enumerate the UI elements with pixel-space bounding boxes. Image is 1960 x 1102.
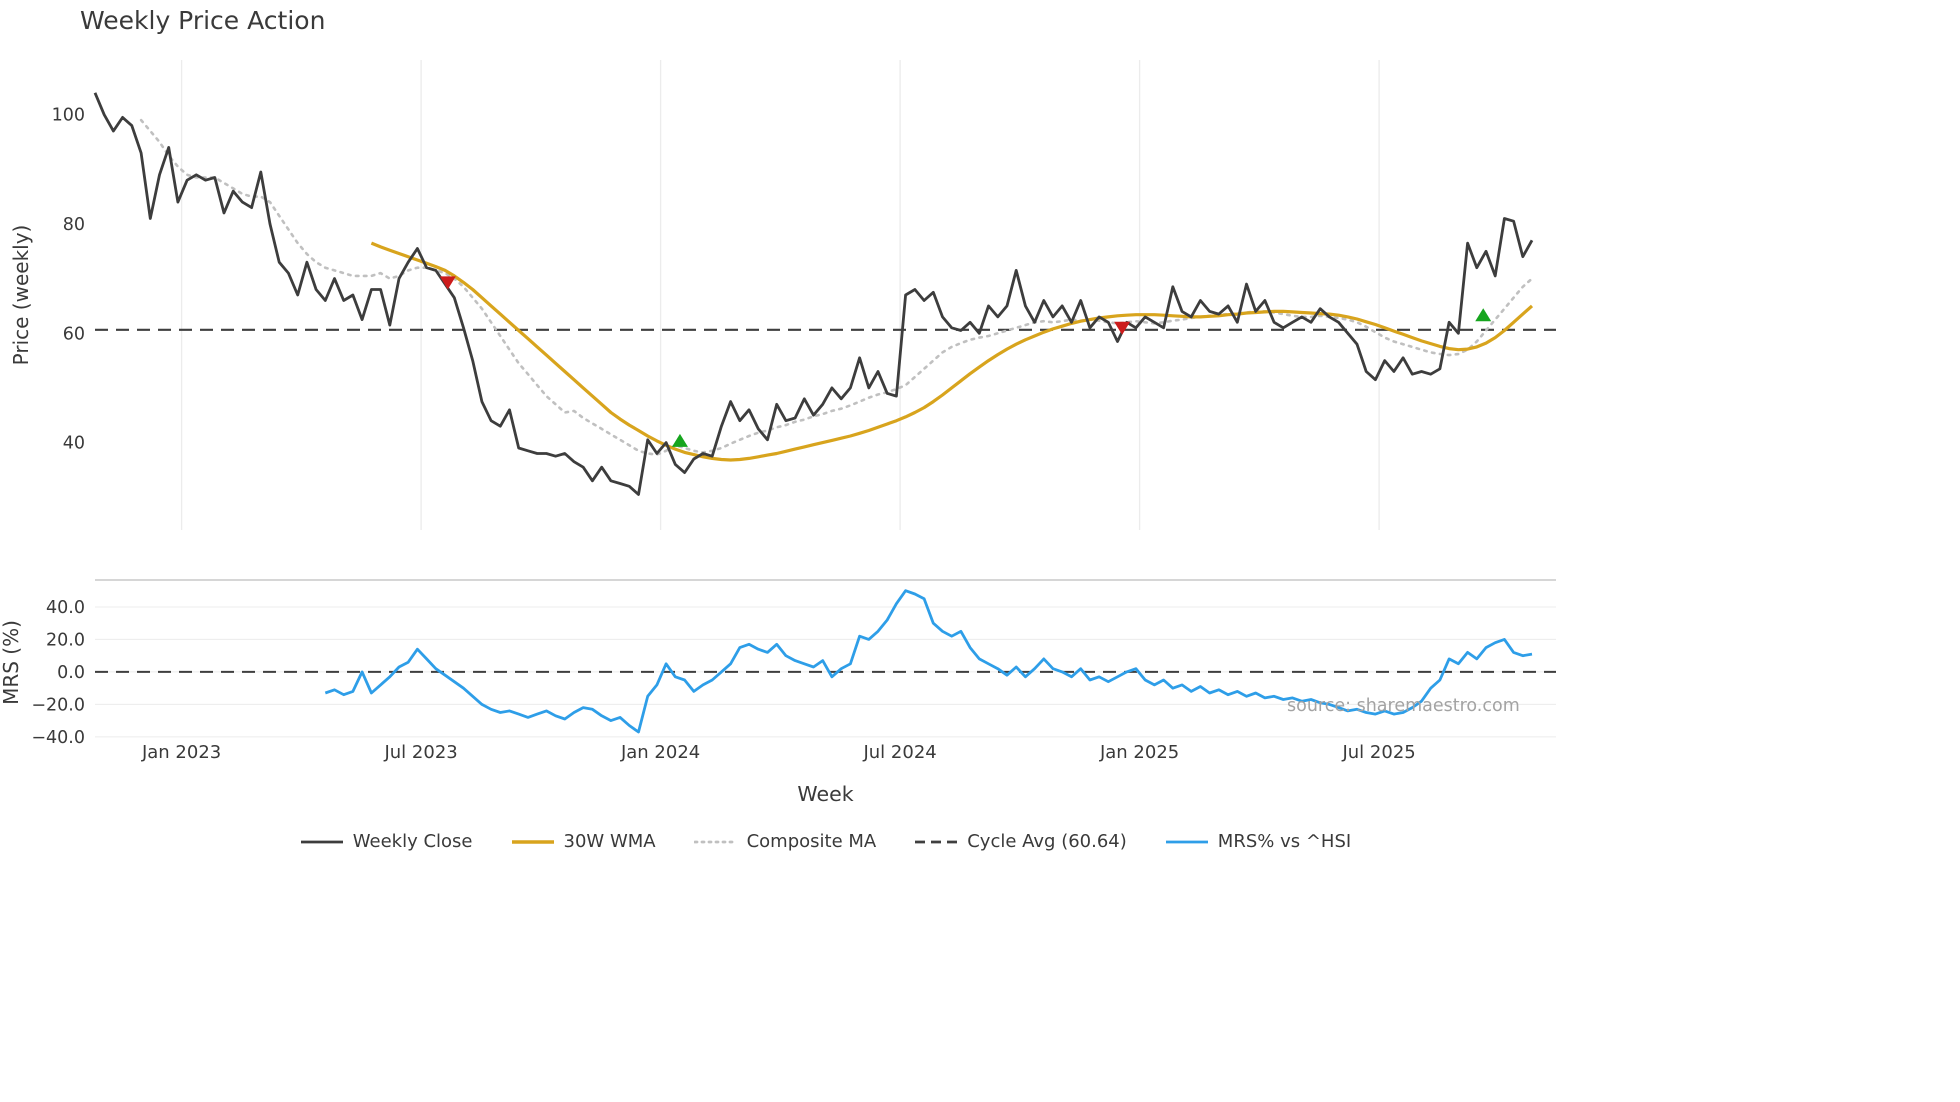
legend-item-30w-wma: 30W WMA xyxy=(511,831,656,852)
legend-item-cycle-avg-60-64: Cycle Avg (60.64) xyxy=(914,831,1127,852)
legend-item-weekly-close: Weekly Close xyxy=(300,831,473,852)
legend-label: Weekly Close xyxy=(352,831,473,852)
x-tick-label: Jul 2024 xyxy=(862,742,936,763)
price-ytick-label: 100 xyxy=(52,106,85,126)
mrs-line xyxy=(324,589,1533,734)
x-tick-label: Jan 2025 xyxy=(1099,742,1179,763)
legend-label: Composite MA xyxy=(746,831,877,852)
weekly-close-line xyxy=(93,92,1534,496)
composite-ma-line xyxy=(139,118,1534,456)
legend-swatch-icon xyxy=(300,840,343,843)
sell-signal-marker xyxy=(439,276,456,290)
price-axis-label: Price (weekly) xyxy=(9,225,33,366)
buy-signal-marker xyxy=(1475,308,1492,322)
chart-title: Weekly Price Action xyxy=(80,6,326,35)
legend-swatch-icon xyxy=(511,839,554,844)
mrs-axis-label: MRS (%) xyxy=(0,620,23,705)
mrs-ytick-label: −20.0 xyxy=(31,695,85,715)
mrs-ytick-label: 20.0 xyxy=(46,630,85,650)
x-tick-label: Jan 2023 xyxy=(141,742,221,763)
x-tick-label: Jan 2024 xyxy=(620,742,700,763)
x-tick-label: Jul 2025 xyxy=(1341,742,1415,763)
x-tick-label: Jul 2023 xyxy=(383,742,457,763)
mrs-ytick-label: −40.0 xyxy=(31,728,85,748)
x-axis-label: Week xyxy=(797,782,853,806)
legend-swatch-icon xyxy=(693,840,738,843)
mrs-ytick-label: 40.0 xyxy=(46,598,85,618)
legend-item-mrs-vs-hsi: MRS% vs ^HSI xyxy=(1165,831,1351,852)
price-ytick-label: 40 xyxy=(63,434,85,454)
legend-item-composite-ma: Composite MA xyxy=(693,831,877,852)
wma-line xyxy=(370,241,1534,462)
price-ytick-label: 80 xyxy=(63,215,85,235)
chart-legend: Weekly Close 30W WMA Composite MA Cycle Avg… xyxy=(95,831,1556,852)
price-ytick-label: 60 xyxy=(63,324,85,344)
legend-label: MRS% vs ^HSI xyxy=(1217,831,1352,852)
source-watermark: source: sharemaestro.com xyxy=(1287,696,1520,716)
sell-signal-marker xyxy=(1114,321,1131,335)
chart-canvas: 100 80 60 40 40.0 20.0 0.0 −20.0 −40.0 Jan 2023 Ju… xyxy=(0,60,1556,806)
legend-swatch-icon xyxy=(915,840,958,843)
legend-label: Cycle Avg (60.64) xyxy=(967,831,1127,852)
legend-swatch-icon xyxy=(1165,840,1208,843)
legend-label: 30W WMA xyxy=(563,831,656,852)
mrs-ytick-label: 0.0 xyxy=(57,663,85,683)
buy-signal-marker xyxy=(671,433,688,447)
